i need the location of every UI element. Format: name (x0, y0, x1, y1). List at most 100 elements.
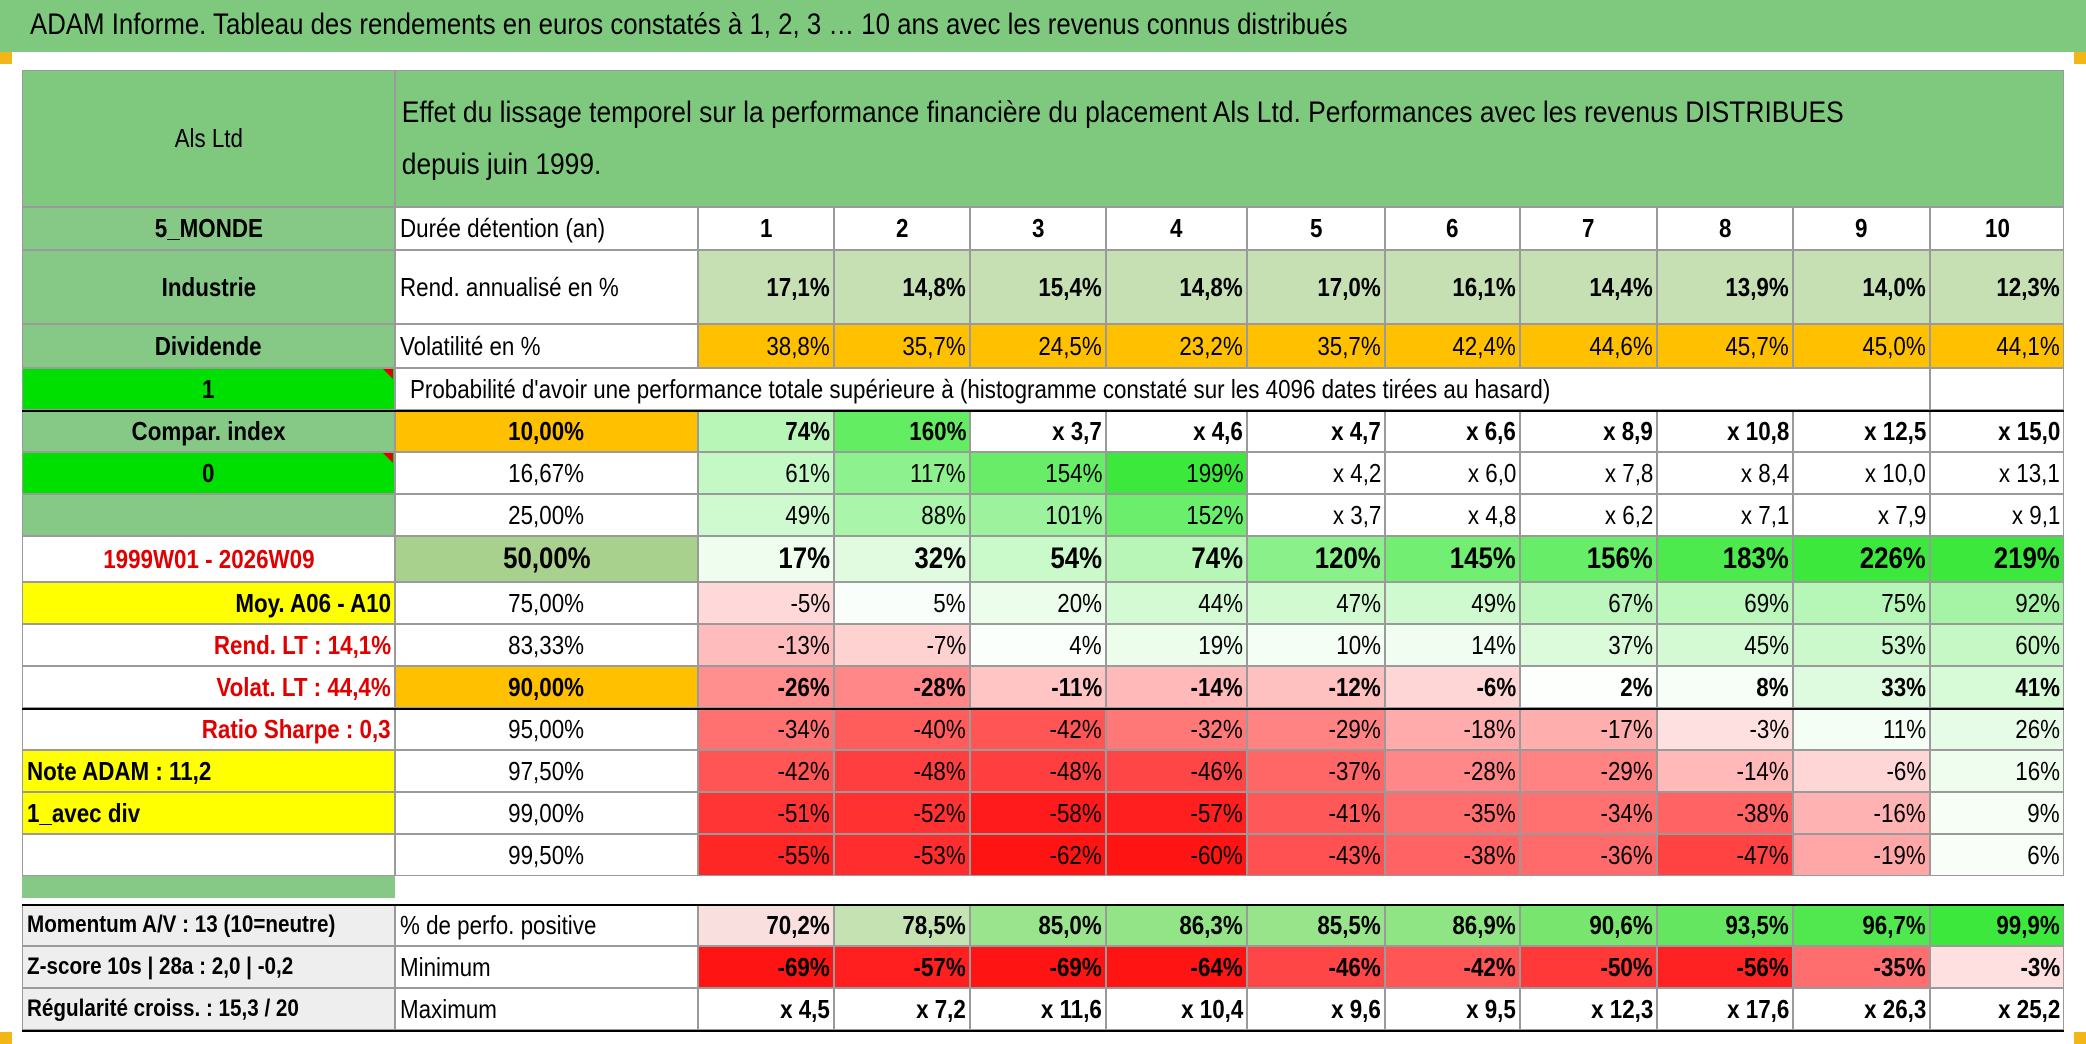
percentile-3-year-2: 88% (834, 494, 970, 536)
percentile-11-year-7: -36% (1520, 834, 1657, 876)
percentile-2-year-9-text: x 10,0 (1865, 457, 1926, 488)
year-header-3: 3 (970, 207, 1106, 250)
zscore-label-text: Z-score 10s | 28a : 2,0 | -0,2 (27, 953, 294, 980)
product-name: Als Ltd (22, 70, 395, 207)
positive-perf-label: % de perfo. positive (395, 904, 698, 946)
positive-perf-7: 90,6% (1520, 904, 1657, 946)
percentile-9-year-3: -48% (970, 750, 1106, 792)
percentile-5-year-8: 69% (1657, 582, 1793, 624)
maximum-label-text: Maximum (400, 993, 497, 1024)
left-volat-lt-text: Volat. LT : 44,4% (216, 671, 391, 702)
percentile-1-year-7-text: x 8,9 (1603, 415, 1653, 446)
percentile-1-year-1: 74% (698, 410, 834, 452)
minimum-10: -3% (1930, 946, 2064, 988)
percentile-8-year-4: -32% (1106, 708, 1247, 750)
maximum-1: x 4,5 (698, 988, 834, 1030)
percentile-9-year-6-text: -28% (1463, 755, 1516, 786)
percentile-label-11: 99,50% (395, 834, 698, 876)
maximum-5: x 9,6 (1247, 988, 1385, 1030)
percentile-10-year-8: -38% (1657, 792, 1793, 834)
percentile-6-year-3: 4% (970, 624, 1106, 666)
maximum-3-text: x 11,6 (1041, 993, 1102, 1024)
percentile-7-year-10-text: 41% (2015, 671, 2060, 702)
year-header-1-text: 1 (759, 213, 773, 243)
left-note-text: Note ADAM : 11,2 (27, 755, 212, 786)
percentile-9-year-9-text: -6% (1886, 755, 1926, 786)
percentile-4-year-3-text: 54% (1050, 542, 1102, 575)
positive-perf-label-text: % de perfo. positive (400, 909, 597, 940)
percentile-2-year-10: x 13,1 (1930, 452, 2064, 494)
left-flag-1-text: 1 (202, 373, 215, 404)
percentile-1-year-6-text: x 6,6 (1466, 415, 1516, 446)
percentile-1-year-7: x 8,9 (1520, 410, 1657, 452)
volatility-1: 38,8% (698, 324, 834, 368)
maximum-4: x 10,4 (1106, 988, 1247, 1030)
annual-return-5: 17,0% (1247, 250, 1385, 324)
minimum-4: -64% (1106, 946, 1247, 988)
percentile-3-year-7-text: x 6,2 (1604, 499, 1653, 530)
percentile-9-year-7-text: -29% (1600, 755, 1653, 786)
volatility-label: Volatilité en % (395, 324, 698, 368)
volatility-6-text: 42,4% (1452, 330, 1516, 361)
percentile-8-year-9-text: 11% (1882, 713, 1926, 744)
percentile-2-year-6: x 6,0 (1385, 452, 1520, 494)
year-header-4-text: 4 (1170, 213, 1183, 243)
minimum-label-text: Minimum (400, 951, 491, 982)
percentile-7-year-5-text: -12% (1328, 671, 1381, 702)
maximum-3: x 11,6 (970, 988, 1106, 1030)
percentile-8-year-2-text: -40% (913, 713, 966, 744)
report-title-bar: ADAM Informe. Tableau des rendements en … (0, 0, 2086, 52)
return-label: Rend. annualisé en % (395, 250, 698, 324)
positive-perf-10: 99,9% (1930, 904, 2064, 946)
volatility-3: 24,5% (970, 324, 1106, 368)
maximum-6-text: x 9,5 (1466, 993, 1516, 1024)
year-header-5: 5 (1247, 207, 1385, 250)
positive-perf-6-text: 86,9% (1452, 909, 1516, 940)
percentile-10-year-6-text: -35% (1463, 797, 1516, 828)
percentile-4-year-7-text: 156% (1587, 542, 1653, 575)
year-header-10: 10 (1930, 207, 2064, 250)
percentile-8-year-8-text: -3% (1749, 713, 1789, 744)
percentile-label-10: 99,00% (395, 792, 698, 834)
left-flag-0-text: 0 (202, 457, 215, 488)
percentile-11-year-8: -47% (1657, 834, 1793, 876)
percentile-8-year-6: -18% (1385, 708, 1520, 750)
percentile-1-year-1-text: 74% (785, 415, 830, 446)
minimum-9-text: -35% (1873, 951, 1926, 982)
percentile-label-2-text: 16,67% (508, 457, 585, 488)
left-period-text: 1999W01 - 2026W09 (102, 543, 315, 574)
percentile-2-year-7: x 7,8 (1520, 452, 1657, 494)
maximum-10: x 25,2 (1930, 988, 2064, 1030)
percentile-5-year-7-text: 67% (1608, 587, 1653, 618)
percentile-1-year-3-text: x 3,7 (1052, 415, 1102, 446)
percentile-8-year-10: 26% (1930, 708, 2064, 750)
percentile-7-year-7-text: 2% (1620, 671, 1653, 702)
percentile-6-year-8: 45% (1657, 624, 1793, 666)
percentile-5-year-8-text: 69% (1744, 587, 1789, 618)
maximum-6: x 9,5 (1385, 988, 1520, 1030)
year-header-2-text: 2 (895, 213, 909, 243)
percentile-2-year-3-text: 154% (1044, 457, 1102, 488)
percentile-7-year-2: -28% (834, 666, 970, 708)
table-rule (22, 410, 2064, 412)
percentile-5-year-2-text: 5% (933, 587, 966, 618)
maximum-1-text: x 4,5 (780, 993, 830, 1024)
percentile-10-year-2: -52% (834, 792, 970, 834)
percentile-11-year-9: -19% (1793, 834, 1930, 876)
year-header-10-text: 10 (1984, 213, 2010, 243)
percentile-10-year-7-text: -34% (1600, 797, 1653, 828)
percentile-11-year-3-text: -62% (1049, 839, 1102, 870)
left-volat-lt: Volat. LT : 44,4% (22, 666, 395, 708)
left-sector-text: Industrie (161, 271, 256, 302)
positive-perf-1: 70,2% (698, 904, 834, 946)
annual-return-2-text: 14,8% (902, 271, 966, 302)
positive-perf-7-text: 90,6% (1589, 909, 1653, 940)
percentile-5-year-3: 20% (970, 582, 1106, 624)
percentile-8-year-1-text: -34% (777, 713, 830, 744)
minimum-2: -57% (834, 946, 970, 988)
percentile-6-year-9: 53% (1793, 624, 1930, 666)
momentum-label-text: Momentum A/V : 13 (10=neutre) (27, 911, 336, 938)
annual-return-4-text: 14,8% (1179, 271, 1243, 302)
percentile-3-year-5: x 3,7 (1247, 494, 1385, 536)
percentile-7-year-8-text: 8% (1756, 671, 1789, 702)
